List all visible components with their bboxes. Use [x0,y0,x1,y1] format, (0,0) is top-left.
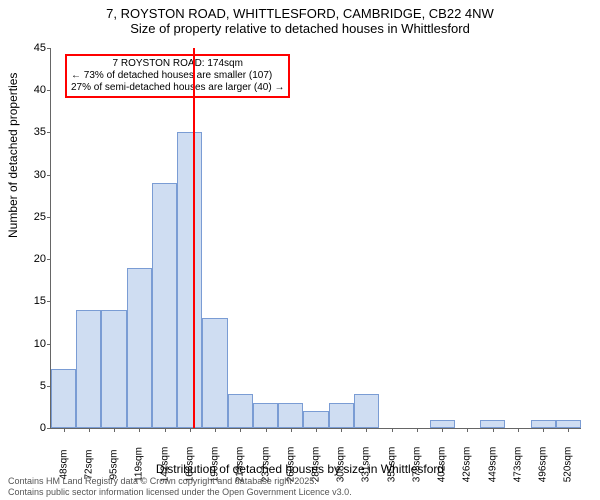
y-tick-mark [47,344,51,345]
histogram-bar [152,183,177,428]
histogram-bar [556,420,581,428]
x-tick-mark [442,428,443,432]
plot-area: 7 ROYSTON ROAD: 174sqm ← 73% of detached… [50,48,581,429]
y-tick-label: 40 [21,84,46,96]
histogram-bar [76,310,101,428]
y-tick-mark [47,48,51,49]
y-tick-mark [47,132,51,133]
footer-attribution: Contains HM Land Registry data © Crown c… [8,476,352,498]
histogram-bar [51,369,76,428]
x-tick-mark [467,428,468,432]
x-tick-mark [493,428,494,432]
y-tick-label: 25 [21,211,46,223]
x-tick-mark [341,428,342,432]
x-tick-mark [417,428,418,432]
histogram-bar [101,310,126,428]
y-tick-mark [47,217,51,218]
chart-container: 7, ROYSTON ROAD, WHITTLESFORD, CAMBRIDGE… [0,0,600,500]
x-tick-mark [240,428,241,432]
y-tick-label: 20 [21,253,46,265]
y-tick-label: 30 [21,169,46,181]
footer-line1: Contains HM Land Registry data © Crown c… [8,476,352,487]
histogram-bar [531,420,556,428]
y-axis-label: Number of detached properties [6,73,20,238]
x-tick-mark [518,428,519,432]
x-tick-mark [215,428,216,432]
x-tick-mark [89,428,90,432]
y-tick-label: 10 [21,338,46,350]
x-tick-mark [392,428,393,432]
footer-line2: Contains public sector information licen… [8,487,352,498]
histogram-bar [228,394,253,428]
y-tick-mark [47,90,51,91]
y-tick-label: 45 [21,42,46,54]
x-tick-mark [139,428,140,432]
histogram-bar [430,420,455,428]
x-tick-mark [366,428,367,432]
chart-title-sub: Size of property relative to detached ho… [0,21,600,36]
x-tick-mark [543,428,544,432]
annotation-title: 7 ROYSTON ROAD: 174sqm [71,58,284,70]
y-tick-label: 0 [21,422,46,434]
y-tick-mark [47,175,51,176]
histogram-bar [278,403,303,428]
x-tick-mark [190,428,191,432]
annotation-line1: ← 73% of detached houses are smaller (10… [71,70,284,82]
y-tick-mark [47,301,51,302]
x-tick-mark [64,428,65,432]
histogram-bar [177,132,202,428]
chart-title-main: 7, ROYSTON ROAD, WHITTLESFORD, CAMBRIDGE… [0,0,600,21]
histogram-bar [303,411,328,428]
histogram-bar [329,403,354,428]
x-axis-label: Distribution of detached houses by size … [0,462,600,476]
x-tick-mark [165,428,166,432]
histogram-bar [253,403,278,428]
y-tick-label: 5 [21,380,46,392]
y-tick-label: 15 [21,295,46,307]
y-tick-mark [47,428,51,429]
x-tick-mark [291,428,292,432]
x-tick-mark [114,428,115,432]
annotation-box: 7 ROYSTON ROAD: 174sqm ← 73% of detached… [65,54,290,98]
histogram-bar [480,420,505,428]
x-tick-mark [266,428,267,432]
annotation-line2: 27% of semi-detached houses are larger (… [71,82,284,94]
property-marker-line [193,48,195,428]
x-tick-mark [568,428,569,432]
histogram-bar [202,318,227,428]
y-tick-label: 35 [21,126,46,138]
y-tick-mark [47,259,51,260]
histogram-bar [354,394,379,428]
x-tick-mark [316,428,317,432]
histogram-bar [127,268,152,428]
